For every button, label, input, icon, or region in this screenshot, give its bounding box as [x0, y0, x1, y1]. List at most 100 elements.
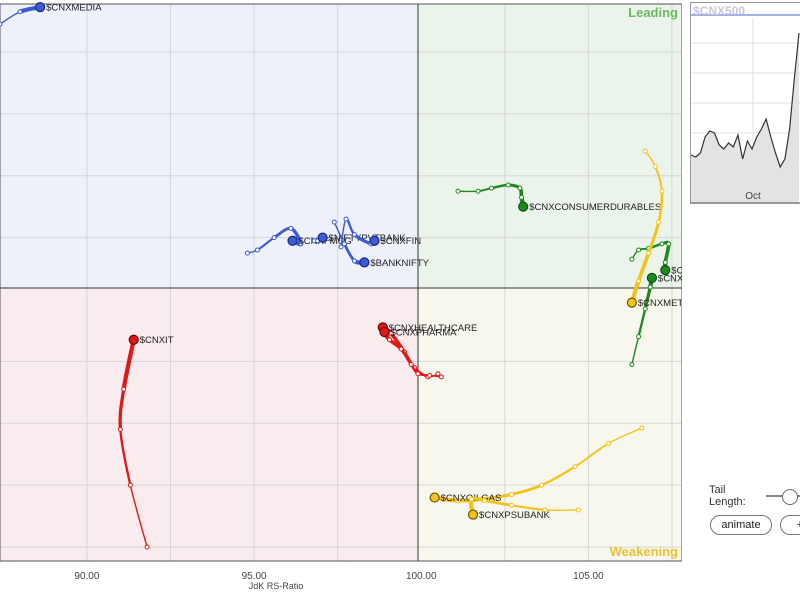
tail-point: [519, 194, 525, 200]
tail-cnxpsubank[interactable]: $CNXPSUBANK: [467, 496, 581, 521]
series-label: $BANKNIFTY: [370, 258, 429, 269]
tail-point: [642, 148, 648, 154]
animate-button[interactable]: animate: [710, 515, 772, 535]
tail-point: [539, 482, 545, 488]
series-label: $CNXPSUBANK: [479, 510, 550, 521]
tail-length-label: Tail Length:: [709, 484, 746, 508]
head-point[interactable]: [128, 334, 139, 345]
tail-point: [398, 346, 404, 352]
tail-segment: [540, 465, 577, 487]
tail-point: [629, 362, 635, 368]
tail-point: [646, 250, 652, 256]
tail-cnxpharma[interactable]: $CNXPHARMA: [379, 326, 457, 380]
tail-segment: [574, 442, 610, 468]
tail-segment: [510, 504, 546, 511]
mini-line: [691, 32, 800, 169]
tail-cnxfin[interactable]: $CNXFIN: [338, 216, 421, 250]
tail-point: [542, 507, 548, 513]
series-label: $CNXPHARMA: [390, 328, 457, 339]
mini-chart-panel: Oct $CNX500: [690, 2, 800, 204]
tail-point: [351, 232, 357, 238]
tail-point: [343, 216, 349, 222]
tail-point: [438, 374, 444, 380]
head-point[interactable]: [626, 297, 637, 308]
tail-point: [509, 502, 514, 508]
tail-point: [341, 241, 347, 247]
x-tick-label: 90.00: [74, 571, 99, 582]
head-point[interactable]: [359, 257, 370, 268]
tail-point: [659, 241, 665, 247]
tail-point: [127, 482, 133, 488]
tail-point: [468, 496, 474, 502]
tail-cnxrealty[interactable]: $CNXREALTY: [629, 272, 682, 368]
mini-chart: Oct: [691, 14, 800, 203]
quadrant-weakening: [418, 288, 682, 561]
tail-point: [288, 225, 294, 231]
tail-point: [386, 337, 392, 343]
tail-point: [509, 491, 514, 497]
plus-button[interactable]: +: [780, 515, 800, 535]
head-point[interactable]: [429, 492, 440, 503]
head-point[interactable]: [35, 1, 46, 13]
mini-bottom-border: [691, 202, 800, 203]
tail-segment: [647, 220, 661, 255]
tail-niftypvtbank[interactable]: $NIFTYPVTBANK: [311, 232, 407, 244]
mini-area: [691, 33, 799, 203]
quadrant-label-weakening: Weakening: [610, 544, 678, 559]
slider-handle[interactable]: [781, 489, 798, 505]
head-point[interactable]: [369, 235, 380, 246]
tail-length-slider[interactable]: [765, 489, 800, 505]
tail-point: [652, 163, 658, 169]
rrg-chart: Leading Weakening 90.00 95.00 100.00 105.00…: [0, 1, 682, 591]
tail-point: [144, 544, 150, 550]
quadrant-leading: [418, 4, 682, 288]
tail-point: [639, 425, 645, 431]
series-label: $CNXAUTO: [671, 266, 682, 277]
head-point[interactable]: [287, 235, 298, 246]
x-tick-label: 100.00: [406, 571, 437, 582]
tail-point: [482, 498, 488, 504]
tail-point: [475, 188, 481, 194]
quadrant-label-leading: Leading: [628, 5, 678, 20]
x-axis-title: JdK RS-Ratio: [249, 581, 304, 591]
tail-point: [662, 259, 668, 265]
tail-point: [427, 372, 433, 378]
tail-point: [338, 244, 344, 250]
tail-point: [0, 21, 3, 27]
series-label: $CNXHEALTHCARE: [389, 323, 478, 334]
head-point[interactable]: [646, 272, 658, 283]
tail-point: [435, 371, 441, 377]
tail-length-control: Tail Length:: [709, 484, 800, 508]
tail-cnxconsumerdurables[interactable]: $CNXCONSUMERDURABLES: [455, 182, 661, 213]
tail-point: [17, 9, 23, 15]
tail-point: [121, 386, 127, 392]
head-point[interactable]: [379, 326, 390, 338]
tail-point: [517, 185, 523, 191]
tail-point: [254, 247, 260, 253]
tail-cnxmedia[interactable]: $CNXMEDIA: [0, 1, 102, 27]
series-label: $CNXMETAL: [638, 298, 682, 309]
mini-x-label: Oct: [745, 191, 761, 202]
head-point[interactable]: [317, 232, 328, 243]
tail-cnxit[interactable]: $CNXIT: [117, 334, 174, 550]
head-point[interactable]: [467, 509, 479, 520]
tail-point: [636, 334, 642, 340]
series-label: $NIFTYPVTBANK: [329, 233, 407, 244]
tail-point: [642, 306, 648, 312]
tail-point: [605, 440, 611, 446]
x-tick-labels: 90.00 95.00 100.00 105.00: [74, 571, 604, 582]
tail-banknifty[interactable]: $BANKNIFTY: [331, 219, 430, 269]
series-label: $CNXCONSUMERDURABLES: [529, 202, 661, 213]
head-point[interactable]: [660, 265, 671, 276]
series-label: $CNXREALTY: [658, 273, 682, 284]
tail-point: [351, 258, 357, 264]
series-label: $CNXFIN: [380, 236, 421, 247]
tail-point: [572, 464, 578, 470]
tail-cnxmetal[interactable]: $CNXMETAL: [626, 148, 682, 309]
tail-point: [636, 247, 642, 253]
tail-point: [656, 219, 662, 225]
series-label: $CNXIT: [140, 335, 174, 346]
plot-border: [0, 3, 682, 562]
head-point[interactable]: [518, 201, 529, 212]
tail-point: [415, 371, 421, 377]
